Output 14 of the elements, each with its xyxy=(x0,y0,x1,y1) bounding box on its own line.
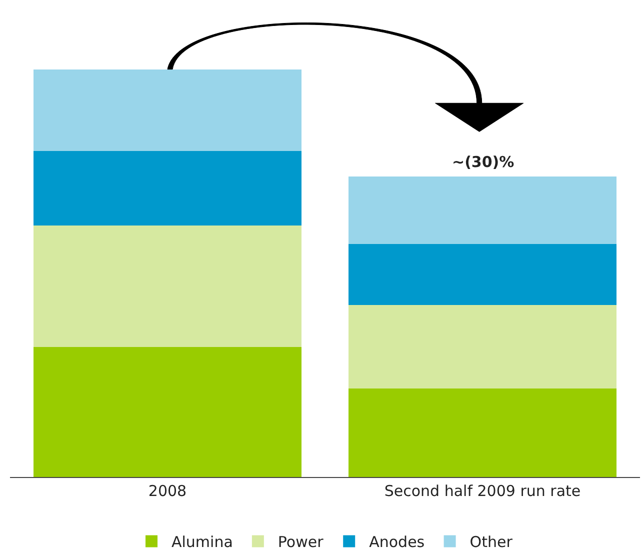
bar xyxy=(34,150,302,226)
legend-label: Alumina xyxy=(172,533,233,552)
bar xyxy=(348,244,616,305)
legend-label: Anodes xyxy=(369,533,425,552)
annotation: ~(30)% xyxy=(452,153,514,171)
legend-label: Power xyxy=(278,533,324,552)
bar xyxy=(34,346,302,477)
x-tick-label: 2008 xyxy=(148,482,187,500)
bar xyxy=(34,225,302,347)
legend-label: Other xyxy=(470,533,514,552)
bar xyxy=(348,388,616,477)
bar xyxy=(348,304,616,389)
bar xyxy=(348,176,616,244)
x-tick-label: Second half 2009 run rate xyxy=(384,482,581,500)
